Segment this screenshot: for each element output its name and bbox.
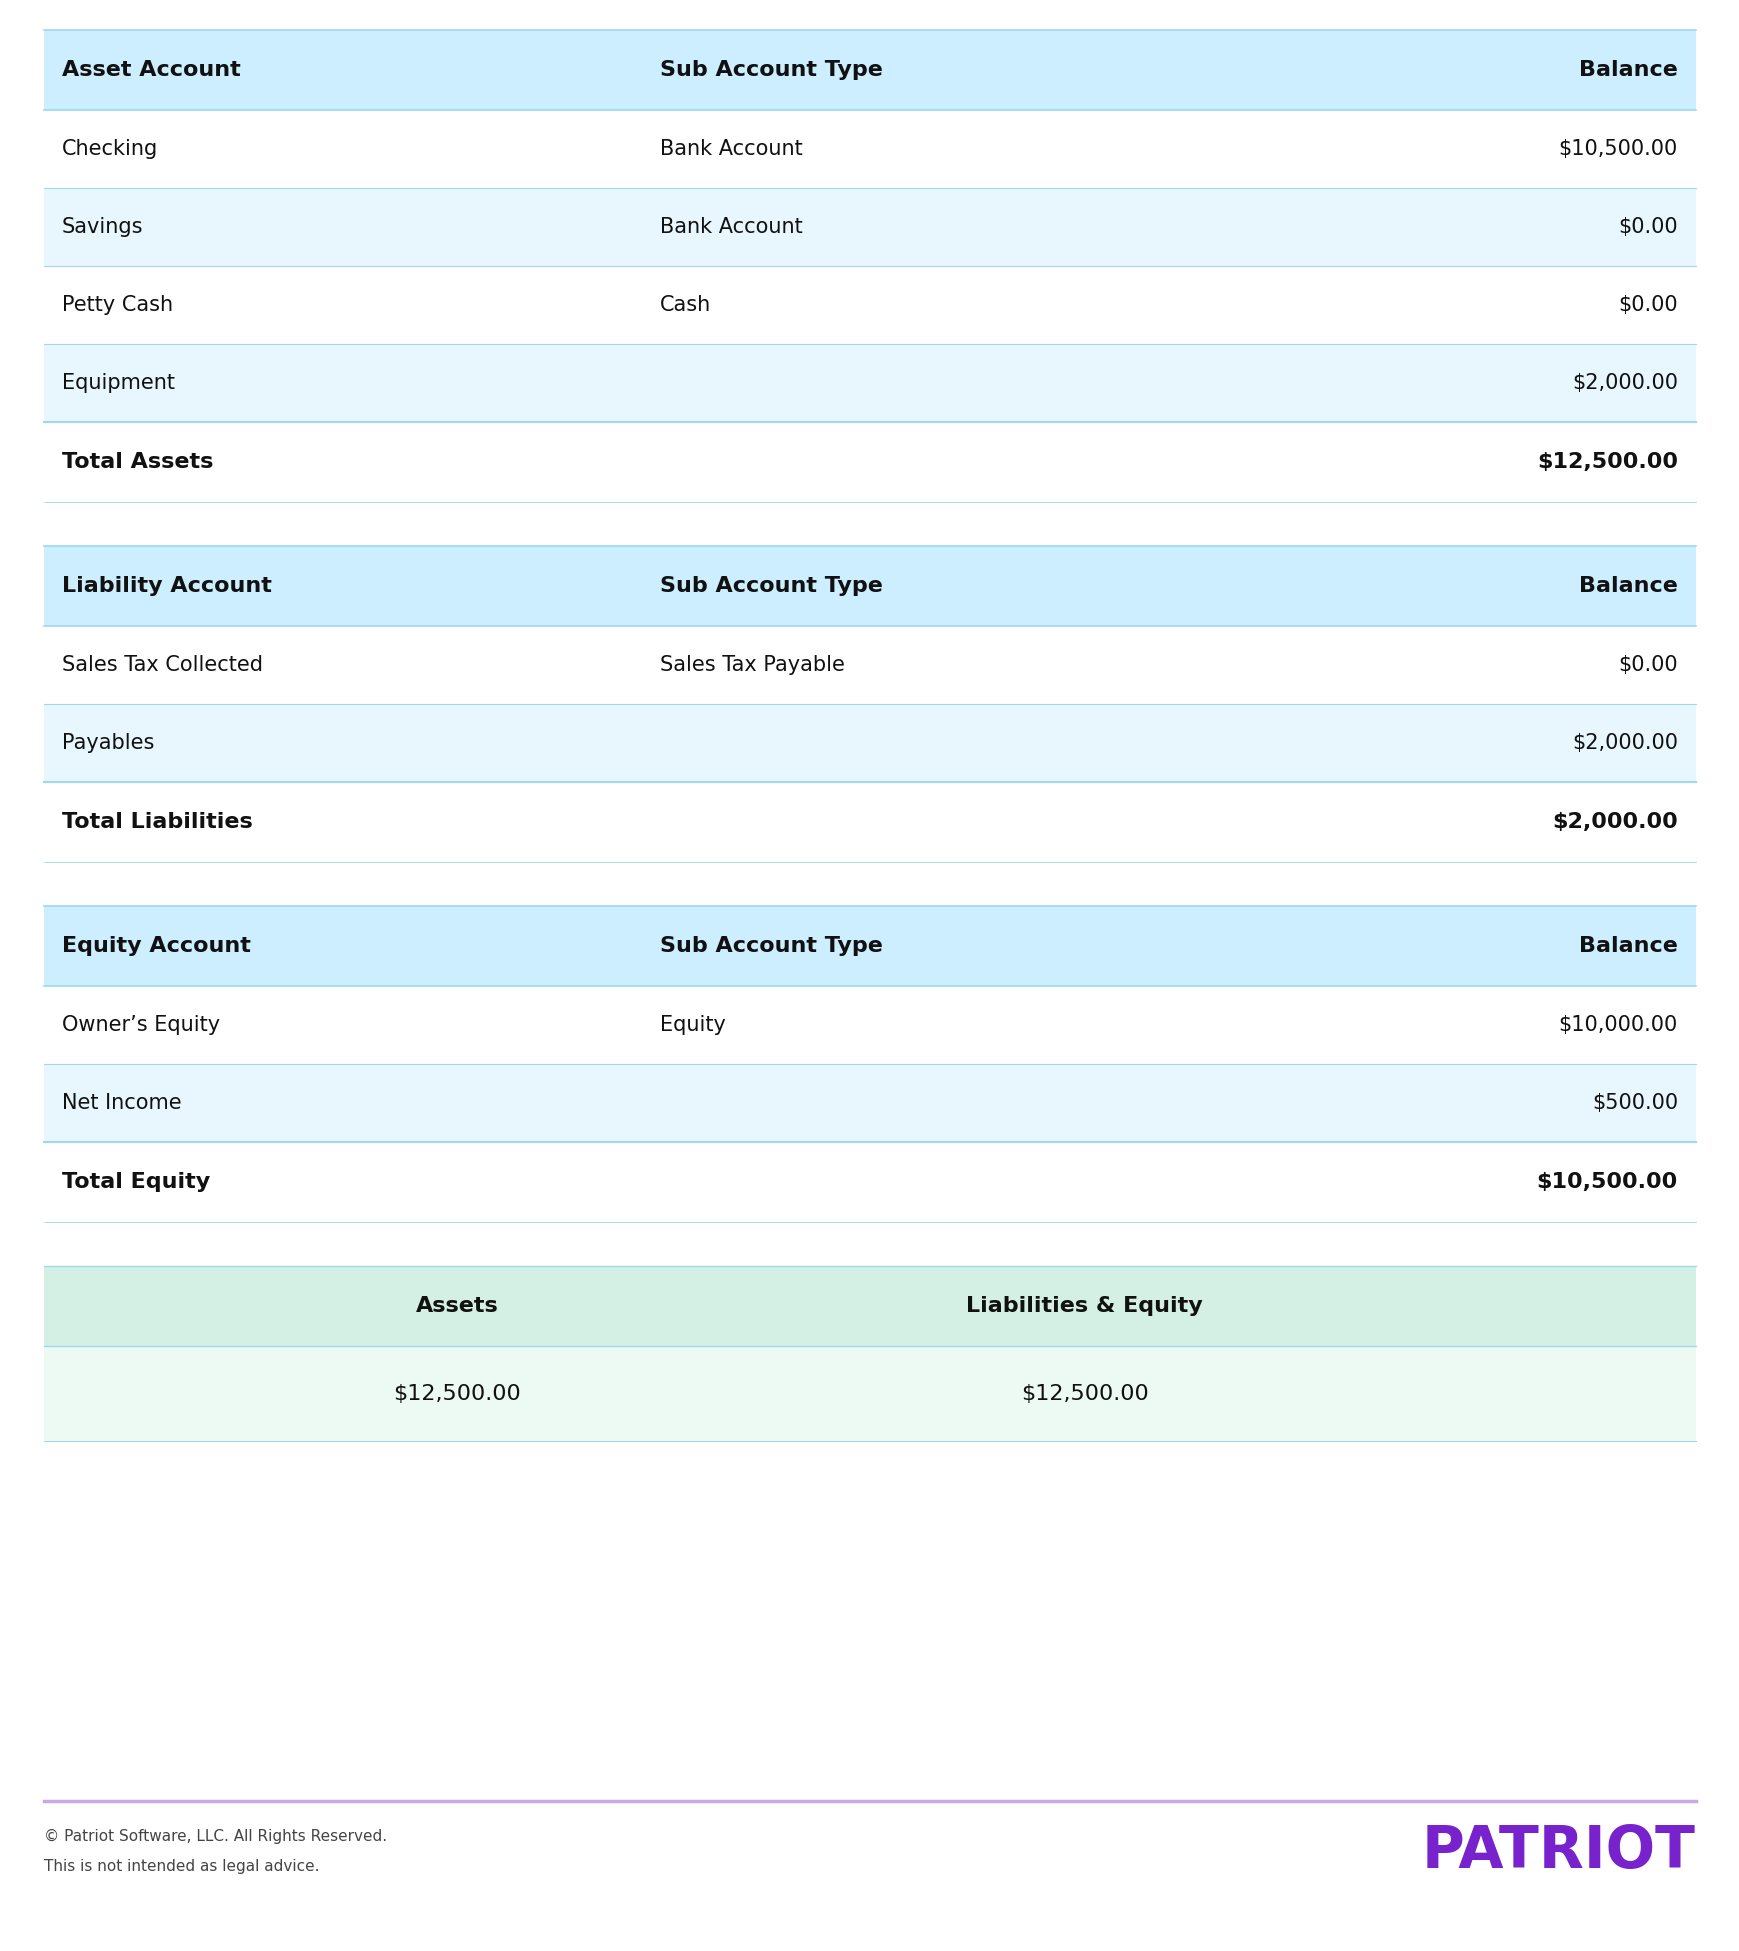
Text: Sales Tax Payable: Sales Tax Payable xyxy=(659,656,845,675)
Text: $12,500.00: $12,500.00 xyxy=(393,1383,520,1403)
Text: Sub Account Type: Sub Account Type xyxy=(659,60,882,80)
Text: Sales Tax Collected: Sales Tax Collected xyxy=(63,656,263,675)
Text: Total Assets: Total Assets xyxy=(63,453,214,472)
Text: Checking: Checking xyxy=(63,139,158,158)
Bar xyxy=(43,29,1696,109)
Bar xyxy=(43,905,1696,985)
Text: Equity: Equity xyxy=(659,1015,725,1034)
Bar xyxy=(43,187,1696,265)
Text: Bank Account: Bank Account xyxy=(659,139,802,158)
Text: Equity Account: Equity Account xyxy=(63,936,250,956)
Text: Sub Account Type: Sub Account Type xyxy=(659,936,882,956)
Bar xyxy=(43,546,1696,626)
Bar xyxy=(43,1063,1696,1141)
Text: Balance: Balance xyxy=(1579,576,1676,595)
Bar xyxy=(43,782,1696,862)
Bar xyxy=(43,109,1696,187)
Text: Savings: Savings xyxy=(63,217,143,236)
Text: Liabilities & Equity: Liabilities & Equity xyxy=(965,1295,1202,1317)
Bar xyxy=(43,421,1696,501)
Text: Total Equity: Total Equity xyxy=(63,1173,210,1192)
Text: $500.00: $500.00 xyxy=(1591,1093,1676,1112)
Text: Total Liabilities: Total Liabilities xyxy=(63,812,252,831)
Bar xyxy=(43,1141,1696,1221)
Text: Owner’s Equity: Owner’s Equity xyxy=(63,1015,221,1034)
Text: $10,500.00: $10,500.00 xyxy=(1536,1173,1676,1192)
Text: Cash: Cash xyxy=(659,295,711,314)
Text: Assets: Assets xyxy=(416,1295,497,1317)
Bar xyxy=(43,343,1696,421)
Bar xyxy=(43,1266,1696,1346)
Text: $12,500.00: $12,500.00 xyxy=(1536,453,1676,472)
Bar xyxy=(43,626,1696,704)
Text: $2,000.00: $2,000.00 xyxy=(1570,734,1676,753)
Text: $0.00: $0.00 xyxy=(1617,217,1676,236)
Text: Asset Account: Asset Account xyxy=(63,60,240,80)
Text: PATRIOT: PATRIOT xyxy=(1421,1822,1696,1879)
Text: $2,000.00: $2,000.00 xyxy=(1570,373,1676,392)
Text: Bank Account: Bank Account xyxy=(659,217,802,236)
Text: $10,000.00: $10,000.00 xyxy=(1558,1015,1676,1034)
Text: © Patriot Software, LLC. All Rights Reserved.: © Patriot Software, LLC. All Rights Rese… xyxy=(43,1828,386,1844)
Text: $0.00: $0.00 xyxy=(1617,295,1676,314)
Text: Petty Cash: Petty Cash xyxy=(63,295,172,314)
Bar xyxy=(43,704,1696,782)
Text: Balance: Balance xyxy=(1579,60,1676,80)
Bar xyxy=(43,985,1696,1063)
Text: Balance: Balance xyxy=(1579,936,1676,956)
Text: Payables: Payables xyxy=(63,734,155,753)
Bar xyxy=(43,1346,1696,1442)
Text: This is not intended as legal advice.: This is not intended as legal advice. xyxy=(43,1859,320,1873)
Text: $0.00: $0.00 xyxy=(1617,656,1676,675)
Text: Sub Account Type: Sub Account Type xyxy=(659,576,882,595)
Text: Equipment: Equipment xyxy=(63,373,176,392)
Text: Liability Account: Liability Account xyxy=(63,576,271,595)
Text: Net Income: Net Income xyxy=(63,1093,181,1112)
Text: $2,000.00: $2,000.00 xyxy=(1551,812,1676,831)
Text: $10,500.00: $10,500.00 xyxy=(1558,139,1676,158)
Bar xyxy=(43,265,1696,343)
Text: $12,500.00: $12,500.00 xyxy=(1021,1383,1148,1403)
